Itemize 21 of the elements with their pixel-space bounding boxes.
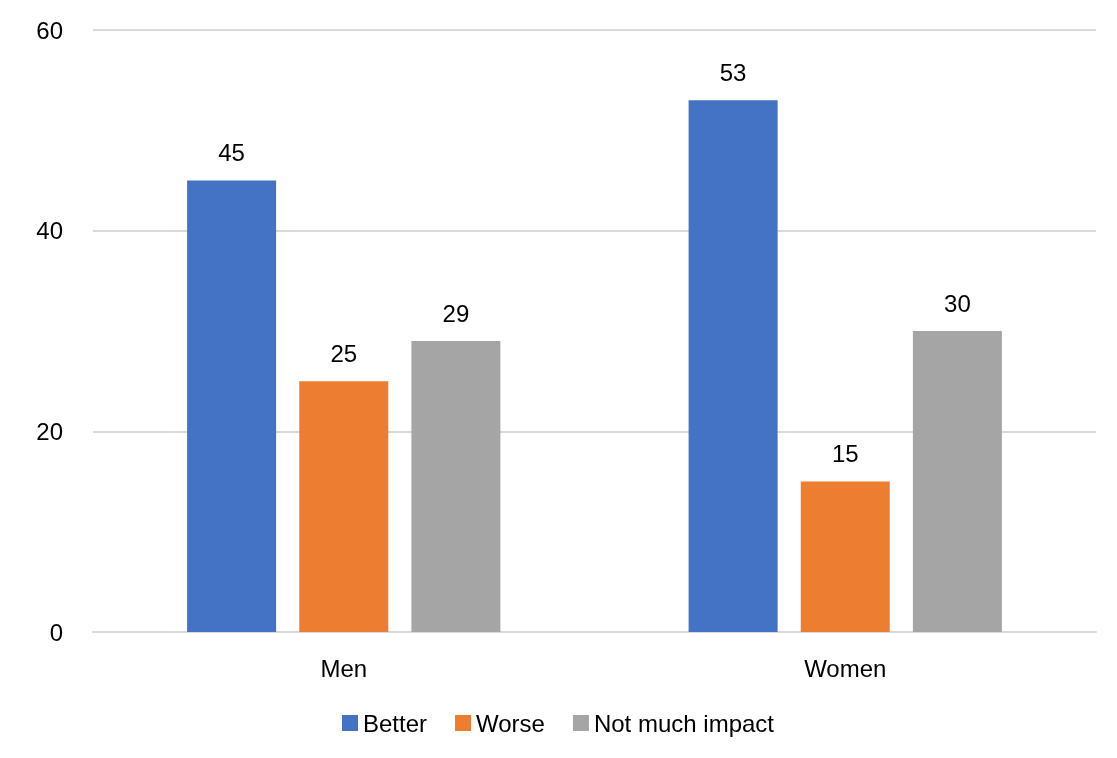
x-tick-label: Women xyxy=(804,654,887,682)
y-tick-label: 40 xyxy=(36,217,63,245)
data-label: 29 xyxy=(442,299,470,327)
bar xyxy=(411,341,501,632)
bar xyxy=(800,481,890,632)
y-tick-label: 60 xyxy=(36,16,63,44)
bar xyxy=(187,180,277,632)
bar xyxy=(688,100,778,632)
legend-label: Better xyxy=(363,709,428,737)
bar xyxy=(299,381,389,632)
data-label: 30 xyxy=(944,289,971,317)
y-tick-label: 20 xyxy=(36,417,63,445)
x-tick-label: Men xyxy=(320,654,368,682)
legend-label: Worse xyxy=(476,709,545,737)
y-tick-label: 0 xyxy=(49,618,63,646)
data-label: 15 xyxy=(831,440,859,467)
data-label: 25 xyxy=(330,339,358,367)
bar xyxy=(912,331,1002,632)
data-label: 53 xyxy=(719,58,747,86)
data-label: 45 xyxy=(218,139,245,166)
legend-label: Not much impact xyxy=(593,709,775,737)
